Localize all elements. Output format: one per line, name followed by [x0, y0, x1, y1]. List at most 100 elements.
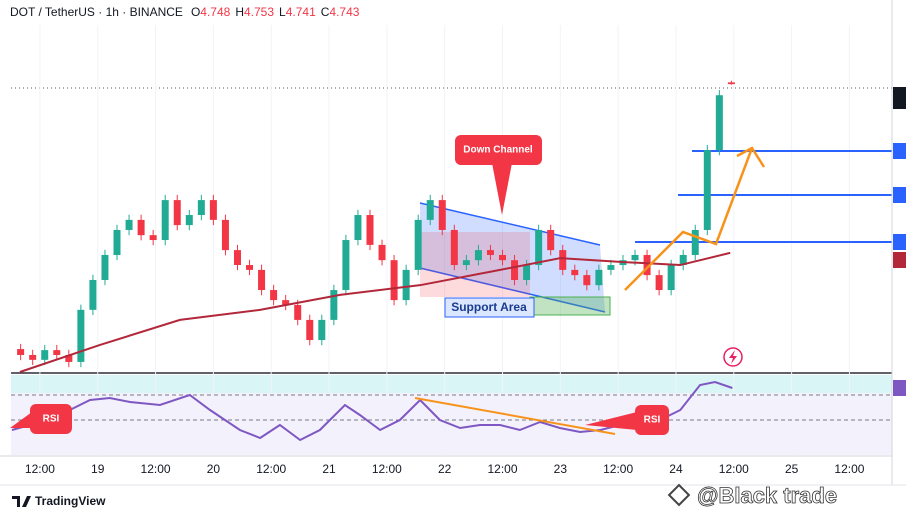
projection-arrow: [624, 147, 754, 291]
ohlc-value: 4.743: [329, 5, 359, 19]
candle-body: [354, 215, 362, 241]
candle-body: [233, 250, 241, 266]
x-tick-label: 12:00: [256, 462, 286, 476]
candle-body: [607, 265, 615, 270]
x-tick-label: 24: [669, 462, 683, 476]
candle-body: [426, 200, 434, 220]
x-tick-label: 22: [438, 462, 452, 476]
candle-body: [631, 254, 639, 261]
symbol-title: DOT / TetherUS · 1h · BINANCE: [10, 5, 183, 19]
candle-body: [655, 275, 663, 291]
candle-body: [65, 354, 73, 362]
price-tag: [893, 252, 906, 268]
ohlc-label: C: [321, 5, 330, 19]
candle-body: [89, 279, 97, 310]
candle-body: [511, 260, 519, 280]
candle-body: [342, 240, 350, 291]
watermark-icon: [667, 483, 691, 507]
candle-body: [450, 229, 458, 266]
x-tick-label: 12:00: [719, 462, 749, 476]
channel-top: [419, 202, 601, 246]
ohlc-label: H: [235, 5, 244, 19]
candle-body: [547, 229, 555, 251]
candle-body: [173, 200, 181, 226]
x-tick-label: 12:00: [25, 462, 55, 476]
candle-body: [366, 215, 374, 245]
candle-body: [679, 254, 687, 266]
candle-body: [270, 290, 278, 301]
price-tag: [893, 234, 906, 250]
candle-body: [462, 260, 470, 266]
header: DOT / TetherUS · 1h · BINANCE O4.748 H4.75…: [10, 5, 360, 19]
rsi-overbought-zone: [11, 375, 892, 393]
candle-body: [583, 275, 591, 286]
bottom-bar: [0, 485, 906, 519]
ohlc-value: 4.748: [200, 5, 230, 19]
x-tick-label: 12:00: [603, 462, 633, 476]
annotation: Down Channel: [463, 145, 533, 156]
candle-body: [390, 260, 398, 301]
callout-box: [455, 135, 542, 165]
candle-body: [77, 309, 85, 362]
footer-brand: TradingView: [35, 494, 106, 508]
candle-body: [197, 200, 205, 216]
candle-body: [101, 254, 109, 280]
rsi-trendline: [414, 397, 616, 435]
candle-body: [667, 265, 675, 291]
grid: [11, 25, 892, 455]
candle-body: [691, 229, 699, 255]
ohlc-label: L: [279, 5, 286, 19]
candle-body: [571, 269, 579, 276]
candle-body: [41, 350, 49, 360]
channel-bottom: [419, 267, 606, 313]
candle-body: [125, 219, 133, 230]
candle-body: [246, 265, 254, 270]
price-tag: [893, 187, 906, 203]
plot: [11, 80, 735, 442]
candle-body: [703, 150, 711, 230]
candle-body: [330, 290, 338, 320]
candle-body: [149, 235, 157, 241]
x-tick-label: 25: [785, 462, 799, 476]
candle-body: [643, 254, 651, 276]
price-tag: [893, 143, 906, 159]
price-tag: [893, 380, 906, 396]
candle-body: [137, 219, 145, 236]
candle-body: [17, 349, 25, 355]
candle-body: [715, 95, 723, 151]
callout-box: [635, 405, 669, 435]
tv-logo: [12, 496, 31, 507]
ohlc-label: O: [191, 5, 200, 19]
ohlc-value: 4.753: [244, 5, 274, 19]
candle-body: [294, 304, 302, 320]
arrow-head: [736, 146, 766, 168]
annotation: Support Area: [451, 300, 527, 314]
candle-body: [318, 319, 326, 341]
x-tick-label: 12:00: [487, 462, 517, 476]
candle-body: [438, 200, 446, 230]
x-tick-label: 12:00: [372, 462, 402, 476]
support-zone: [529, 296, 611, 316]
candle-body: [535, 229, 543, 266]
candle-body: [209, 200, 217, 220]
callout-pointer: [585, 412, 637, 430]
candle-body: [414, 219, 422, 270]
candle-body: [306, 319, 314, 341]
callout-box: [30, 404, 72, 434]
candle-body: [53, 350, 61, 355]
candle-body: [185, 215, 193, 226]
x-tick-label: 19: [91, 462, 105, 476]
x-tick-label: 20: [207, 462, 221, 476]
candle-body: [221, 219, 229, 251]
candle-body: [282, 300, 290, 305]
x-tick-label: 12:00: [141, 462, 171, 476]
candle-body: [29, 354, 37, 360]
candle-body: [727, 82, 735, 85]
moving-average: [19, 251, 731, 373]
annotation: RSI: [644, 415, 661, 426]
x-tick-label: 23: [554, 462, 568, 476]
x-tick-label: 12:00: [834, 462, 864, 476]
candle-body: [402, 269, 410, 301]
